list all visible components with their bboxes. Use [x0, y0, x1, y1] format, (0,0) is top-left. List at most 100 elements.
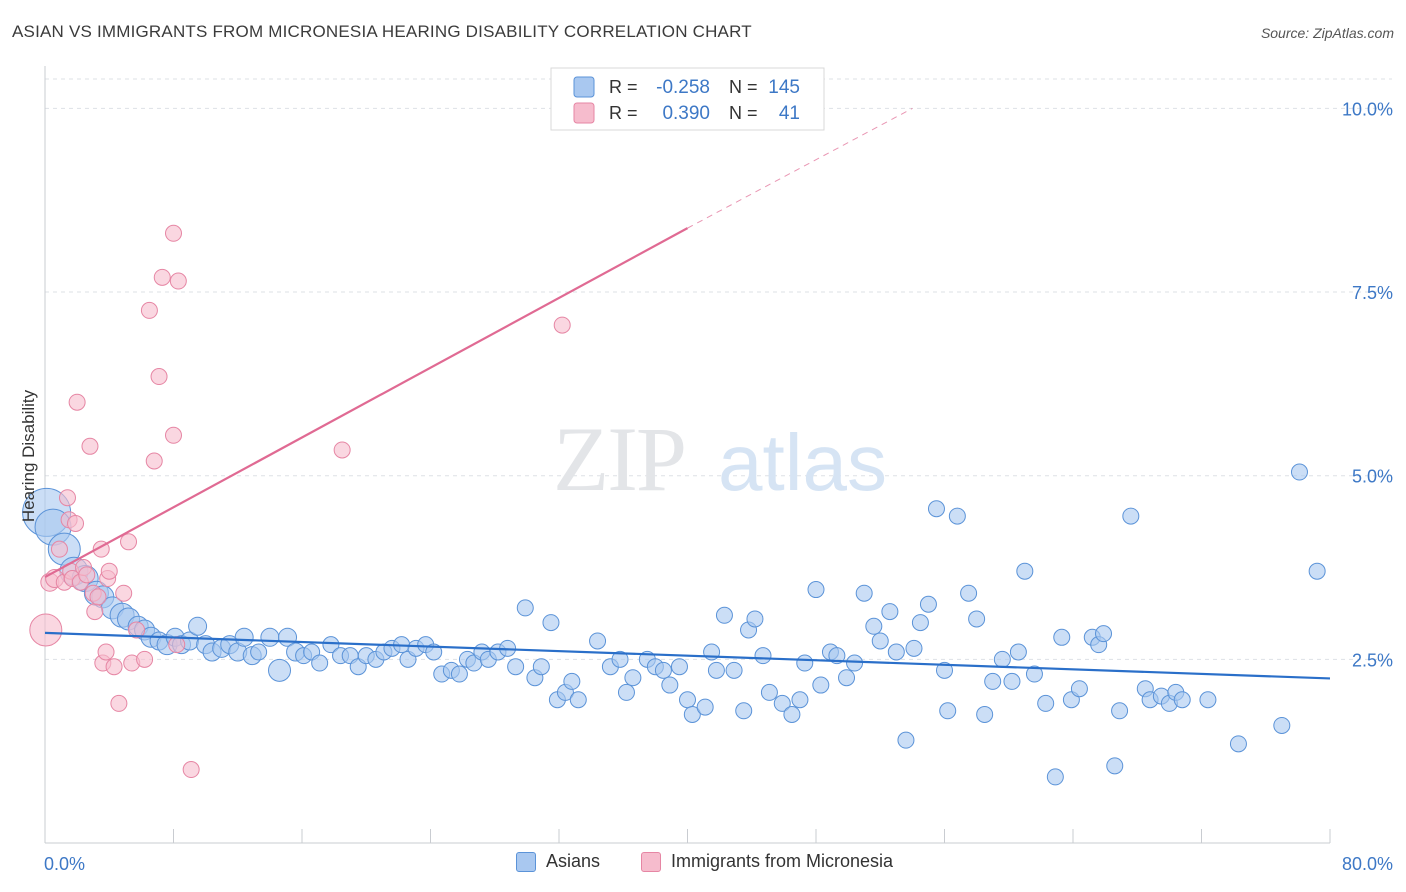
- micronesia-trend-extension: [687, 107, 913, 229]
- legend-r-value-asian: -0.258: [656, 77, 710, 98]
- asian-point-79: [707, 661, 725, 679]
- micronesia-points: [29, 224, 571, 779]
- legend-item-asians: Asians: [516, 851, 600, 872]
- asian-point-60: [542, 614, 560, 632]
- watermark-atlas: atlas: [718, 418, 887, 507]
- asian-point-115: [1003, 672, 1021, 690]
- micronesia-point-40: [168, 636, 186, 654]
- asian-point-87: [773, 694, 791, 712]
- y-tick-label-1: 5.0%: [1352, 467, 1393, 487]
- asian-point-75: [679, 691, 696, 709]
- y-axis-label: Hearing Disability: [19, 389, 38, 522]
- asian-point-34: [322, 636, 340, 654]
- asian-point-92: [812, 676, 830, 694]
- y-tick-label-2: 7.5%: [1352, 283, 1393, 303]
- legend-label-asians: Asians: [546, 851, 601, 871]
- micronesia-point-32: [150, 368, 168, 386]
- asian-point-95: [838, 669, 856, 687]
- legend-r-label-asian: R =: [609, 77, 638, 97]
- axes: [44, 66, 1331, 844]
- asian-point-123: [1070, 680, 1088, 698]
- micronesia-point-31: [145, 452, 163, 470]
- legend-swatch-asian: [573, 76, 595, 98]
- asian-point-113: [984, 672, 1002, 690]
- asian-point-102: [897, 731, 915, 749]
- asian-point-96: [846, 654, 864, 672]
- x-tick-label-max: 80.0%: [1342, 854, 1393, 874]
- asian-point-137: [1229, 735, 1247, 753]
- micronesia-point-20: [97, 643, 115, 661]
- asian-point-112: [976, 705, 994, 723]
- asian-point-101: [887, 643, 905, 661]
- asian-point-129: [1122, 507, 1140, 525]
- asian-point-108: [939, 702, 957, 720]
- micronesia-point-10: [68, 393, 86, 411]
- asian-point-120: [1046, 768, 1064, 786]
- source-label: Source: ZipAtlas.com: [1260, 25, 1394, 41]
- micronesia-point-34: [165, 426, 182, 444]
- grid-lines: [45, 78, 1392, 660]
- asian-point-121: [1053, 628, 1071, 646]
- legend-item-micronesia: Immigrants from Micronesia: [641, 851, 893, 872]
- asian-point-56: [507, 658, 525, 676]
- asian-point-65: [589, 632, 607, 650]
- asian-point-18: [188, 616, 208, 636]
- asian-points: [22, 463, 1326, 786]
- micronesia-point-26: [120, 533, 138, 551]
- asian-point-128: [1111, 702, 1129, 720]
- x-tick-label-min: 0.0%: [44, 854, 85, 874]
- asian-point-97: [855, 584, 873, 602]
- chart-title: ASIAN VS IMMIGRANTS FROM MICRONESIA HEAR…: [12, 22, 752, 41]
- tick-labels: 2.5% 5.0% 7.5% 10.0% 0.0% 80.0%: [44, 99, 1393, 874]
- asian-point-88: [783, 705, 801, 723]
- micronesia-point-33: [153, 268, 171, 286]
- asian-point-106: [927, 500, 945, 518]
- asian-point-98: [865, 617, 883, 635]
- micronesia-point-3: [50, 540, 68, 558]
- asian-point-111: [968, 610, 986, 628]
- micronesia-point-37: [182, 761, 200, 779]
- asian-point-46: [425, 643, 443, 661]
- asian-point-139: [1290, 463, 1308, 481]
- asian-point-91: [807, 581, 825, 599]
- legend-n-value-micro: 41: [779, 103, 800, 124]
- asian-point-26: [250, 643, 268, 661]
- y-tick-label-3: 10.0%: [1342, 99, 1393, 119]
- asian-point-74: [670, 658, 688, 676]
- asian-point-100: [881, 603, 899, 621]
- asian-point-135: [1173, 691, 1191, 709]
- asian-point-85: [754, 647, 772, 665]
- asian-point-27: [260, 627, 280, 647]
- asian-point-127: [1106, 757, 1124, 775]
- asian-point-138: [1273, 716, 1291, 734]
- asian-point-76: [683, 705, 701, 723]
- legend-n-value-asian: 145: [768, 77, 800, 98]
- micronesia-point-25: [115, 584, 133, 602]
- asian-point-140: [1308, 562, 1326, 580]
- micronesia-point-22: [100, 562, 118, 580]
- micronesia-point-24: [110, 694, 128, 712]
- asian-point-67: [611, 650, 629, 668]
- asian-point-84: [746, 610, 764, 628]
- asian-point-72: [654, 661, 672, 679]
- asian-point-63: [563, 672, 581, 690]
- micronesia-point-16: [86, 603, 104, 621]
- legend-label-micronesia: Immigrants from Micronesia: [671, 851, 894, 871]
- asian-point-110: [960, 584, 978, 602]
- asian-point-116: [1009, 643, 1027, 661]
- micronesia-point-36: [169, 272, 187, 290]
- asian-point-89: [791, 691, 809, 709]
- asian-point-103: [905, 639, 923, 657]
- legend-r-label-micro: R =: [609, 103, 638, 123]
- asian-point-64: [569, 691, 587, 709]
- micronesia-point-29: [136, 650, 154, 668]
- asian-point-80: [715, 606, 733, 624]
- asian-point-109: [948, 507, 966, 525]
- micronesia-point-9: [67, 514, 85, 532]
- micronesia-point-23: [105, 658, 123, 676]
- legend-top: R = -0.258 N = 145 R = 0.390 N = 41: [550, 67, 825, 131]
- micronesia-point-5: [58, 489, 76, 507]
- asian-point-86: [760, 683, 778, 701]
- asian-point-119: [1037, 694, 1055, 712]
- watermark-zip: ZIP: [553, 408, 685, 510]
